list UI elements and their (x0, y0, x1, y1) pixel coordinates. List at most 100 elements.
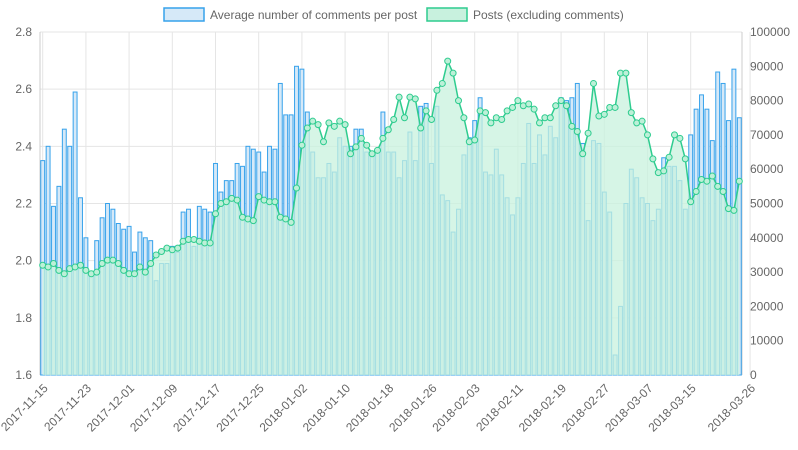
posts-point[interactable] (552, 102, 560, 110)
posts-point[interactable] (131, 270, 138, 278)
posts-point[interactable] (422, 107, 430, 115)
posts-point[interactable] (433, 86, 441, 94)
posts-point[interactable] (271, 198, 279, 206)
posts-point[interactable] (584, 129, 592, 137)
posts-point[interactable] (671, 131, 678, 139)
posts-point[interactable] (622, 69, 630, 77)
posts-point[interactable] (395, 93, 403, 101)
posts-point[interactable] (77, 261, 84, 269)
posts-point[interactable] (174, 244, 182, 252)
legend-swatch-comments[interactable] (163, 7, 205, 22)
posts-point[interactable] (730, 206, 738, 214)
posts-point[interactable] (536, 119, 543, 127)
posts-point[interactable] (411, 95, 419, 103)
posts-point[interactable] (255, 193, 263, 201)
posts-point[interactable] (638, 117, 646, 125)
posts-point[interactable] (298, 141, 306, 149)
posts-point[interactable] (368, 150, 376, 158)
posts-point[interactable] (93, 268, 101, 276)
posts-point[interactable] (60, 270, 68, 278)
posts-point[interactable] (660, 167, 668, 175)
posts-point[interactable] (82, 266, 90, 274)
posts-point[interactable] (719, 187, 727, 195)
posts-point[interactable] (293, 184, 300, 192)
posts-point[interactable] (320, 138, 327, 146)
posts-point[interactable] (449, 69, 457, 77)
posts-point[interactable] (665, 153, 673, 161)
posts-point[interactable] (309, 117, 317, 125)
posts-point[interactable] (482, 109, 489, 117)
posts-point[interactable] (390, 115, 398, 123)
posts-point[interactable] (573, 127, 581, 135)
posts-point[interactable] (109, 256, 117, 264)
posts-point[interactable] (509, 103, 516, 111)
posts-point[interactable] (455, 97, 462, 105)
posts-point[interactable] (347, 150, 354, 158)
posts-point[interactable] (341, 121, 349, 129)
posts-point[interactable] (233, 196, 241, 204)
posts-point[interactable] (98, 260, 106, 268)
posts-point[interactable] (714, 182, 722, 190)
posts-point[interactable] (50, 260, 57, 268)
posts-point[interactable] (249, 217, 257, 225)
posts-point[interactable] (336, 117, 344, 125)
posts-point[interactable] (546, 114, 554, 122)
posts-point[interactable] (55, 266, 63, 274)
posts-point[interactable] (379, 134, 387, 142)
legend-label-posts[interactable]: Posts (excluding comments) (473, 8, 624, 22)
posts-point[interactable] (222, 198, 230, 206)
posts-point[interactable] (212, 210, 219, 218)
posts-point[interactable] (735, 177, 743, 185)
posts-point[interactable] (525, 100, 533, 108)
posts-point[interactable] (314, 121, 322, 129)
posts-point[interactable] (460, 114, 468, 122)
posts-point[interactable] (649, 155, 657, 163)
posts-point[interactable] (676, 134, 684, 142)
posts-point[interactable] (703, 177, 711, 185)
posts-point[interactable] (147, 260, 155, 268)
posts-point[interactable] (644, 131, 651, 139)
posts-point[interactable] (563, 102, 570, 110)
posts-point[interactable] (363, 141, 371, 149)
posts-point[interactable] (152, 251, 160, 259)
posts-point[interactable] (352, 143, 360, 151)
posts-point[interactable] (568, 122, 576, 130)
posts-point[interactable] (514, 97, 522, 105)
posts-point[interactable] (136, 263, 144, 271)
posts-point[interactable] (557, 97, 565, 105)
posts-point[interactable] (503, 107, 511, 115)
posts-point[interactable] (120, 266, 128, 274)
posts-point[interactable] (357, 134, 365, 142)
posts-point[interactable] (692, 187, 700, 195)
posts-point[interactable] (681, 155, 689, 163)
posts-point[interactable] (44, 263, 52, 271)
posts-point[interactable] (282, 215, 290, 223)
posts-point[interactable] (384, 126, 392, 134)
posts-point[interactable] (325, 119, 333, 127)
posts-point[interactable] (114, 260, 122, 268)
posts-point[interactable] (438, 79, 446, 87)
posts-point[interactable] (417, 124, 425, 132)
posts-point[interactable] (158, 248, 165, 256)
legend-swatch-posts[interactable] (426, 7, 468, 22)
posts-point[interactable] (530, 105, 538, 113)
posts-point[interactable] (579, 150, 587, 158)
posts-point[interactable] (487, 119, 495, 127)
posts-point[interactable] (374, 146, 381, 154)
posts-point[interactable] (687, 198, 695, 206)
posts-point[interactable] (401, 114, 408, 122)
posts-point[interactable] (141, 268, 149, 276)
posts-point[interactable] (428, 115, 435, 123)
posts-point[interactable] (303, 124, 311, 132)
posts-point[interactable] (206, 239, 214, 247)
posts-point[interactable] (330, 122, 338, 130)
posts-point[interactable] (708, 172, 716, 180)
posts-point[interactable] (627, 109, 635, 117)
legend-label-comments[interactable]: Average number of comments per post (210, 8, 418, 22)
posts-point[interactable] (498, 115, 506, 123)
posts-point[interactable] (600, 110, 608, 118)
posts-point[interactable] (471, 136, 479, 144)
posts-point[interactable] (287, 218, 295, 226)
posts-point[interactable] (444, 57, 452, 65)
posts-point[interactable] (611, 103, 619, 111)
